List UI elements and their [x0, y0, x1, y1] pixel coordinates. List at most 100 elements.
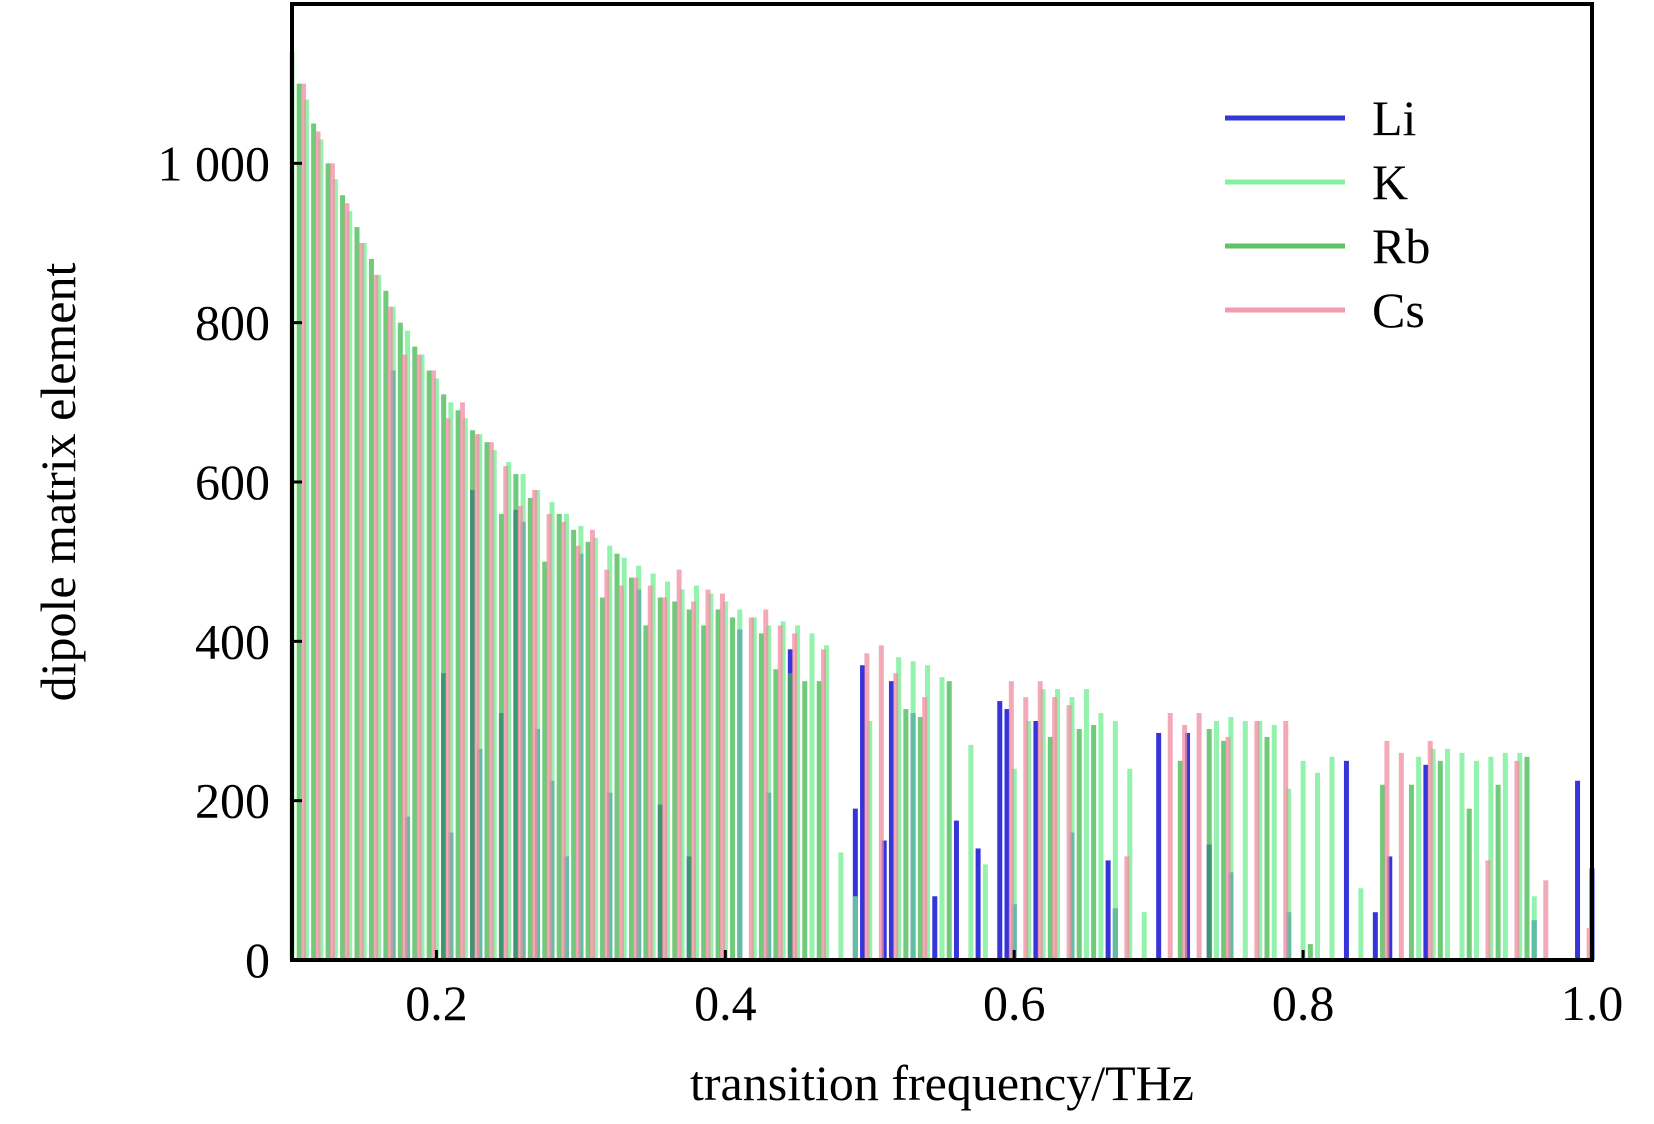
bar-li-43 — [1423, 764, 1429, 960]
bar-k-10 — [433, 378, 439, 960]
series-k — [289, 51, 1537, 961]
bar-rb-30 — [730, 617, 736, 960]
bar-k-67 — [1416, 756, 1422, 960]
bar-rb-5 — [368, 258, 374, 960]
bar-k-71 — [1473, 760, 1479, 960]
bar-li-28 — [997, 701, 1003, 960]
bar-k-54 — [1112, 721, 1118, 960]
bar-cs-25 — [662, 597, 668, 960]
bar-rb-23 — [628, 577, 634, 960]
bar-k-37 — [823, 645, 829, 960]
x-axis-title: transition frequency/THz — [690, 1055, 1194, 1111]
bar-rb-10 — [441, 394, 447, 960]
bar-cs-43 — [1066, 705, 1072, 960]
y-tick-label: 800 — [195, 295, 270, 351]
bar-cs-42 — [1052, 697, 1058, 960]
bar-k-72 — [1488, 756, 1494, 960]
bar-rb-36 — [903, 709, 909, 960]
bar-cs-36 — [878, 645, 884, 960]
bar-cs-48 — [1225, 736, 1231, 960]
bar-cs-52 — [1398, 752, 1404, 960]
bar-rb-48 — [1408, 784, 1414, 960]
bar-k-17 — [535, 489, 541, 960]
bar-li-35 — [1156, 732, 1162, 960]
bar-k-3 — [332, 179, 338, 960]
bar-rb-45 — [1264, 736, 1270, 960]
bar-k-68 — [1430, 748, 1436, 960]
bar-cs-53 — [1427, 740, 1433, 960]
bar-rb-40 — [1076, 728, 1082, 960]
bar-k-43 — [925, 665, 931, 960]
bar-rb-27 — [686, 609, 692, 960]
bar-cs-38 — [922, 697, 928, 960]
bar-cs-16 — [532, 489, 538, 960]
bar-k-42 — [910, 661, 916, 960]
bar-rb-9 — [426, 370, 432, 960]
bar-k-18 — [549, 501, 555, 960]
bar-cs-46 — [1182, 724, 1188, 960]
bar-rb-8 — [412, 346, 418, 961]
bar-k-23 — [621, 557, 627, 960]
x-tick-label: 1.0 — [1561, 975, 1624, 1031]
bar-k-64 — [1315, 772, 1321, 960]
bar-k-44 — [939, 677, 945, 960]
bar-cs-32 — [777, 625, 783, 960]
bar-cs-51 — [1384, 740, 1390, 960]
bar-cs-27 — [691, 601, 697, 960]
bar-rb-31 — [758, 633, 764, 960]
bar-cs-3 — [344, 203, 350, 960]
bar-cs-5 — [373, 274, 379, 960]
y-tick-label: 600 — [195, 454, 270, 510]
bar-k-69 — [1445, 748, 1451, 960]
y-tick-label: 400 — [195, 613, 270, 669]
bar-k-53 — [1098, 713, 1104, 960]
bar-k-55 — [1127, 768, 1133, 960]
y-tick-label: 0 — [245, 932, 270, 988]
bar-li-41 — [1372, 912, 1378, 960]
bar-cs-29 — [719, 593, 725, 960]
bar-k-35 — [795, 625, 801, 960]
bar-li-45 — [1575, 780, 1581, 960]
bar-cs-47 — [1196, 713, 1202, 960]
bar-cs-18 — [561, 521, 567, 960]
bar-rb-49 — [1437, 760, 1443, 960]
bar-k-45 — [968, 744, 974, 960]
legend-label-li: Li — [1372, 90, 1416, 146]
bar-k-59 — [1242, 721, 1248, 960]
bar-k-15 — [506, 462, 512, 960]
bar-k-7 — [390, 306, 396, 960]
bar-cs-21 — [604, 569, 610, 960]
ticks-layer: 0 200 400 600 800 1 000 0.2 0.4 0.6 0.8 1.0 — [158, 135, 1624, 1031]
y-axis-title: dipole matrix element — [30, 263, 86, 702]
bar-rb-34 — [802, 681, 808, 960]
bar-rb-13 — [484, 442, 490, 961]
bar-k-24 — [636, 565, 642, 960]
bar-k-28 — [693, 585, 699, 960]
bar-cs-2 — [329, 163, 335, 961]
bar-li-27 — [975, 848, 981, 960]
bar-k-38 — [838, 852, 844, 960]
bar-cs-24 — [647, 585, 653, 960]
bar-k-21 — [592, 537, 598, 960]
bar-cs-0 — [301, 83, 307, 960]
y-tick-label: 1 000 — [158, 135, 271, 191]
bar-k-75 — [1531, 896, 1537, 960]
bar-cs-9 — [431, 370, 437, 960]
bar-rb-43 — [1206, 728, 1212, 960]
bar-cs-54 — [1485, 860, 1491, 960]
bar-k-58 — [1228, 717, 1234, 960]
bar-k-31 — [737, 609, 743, 960]
bar-cs-45 — [1167, 713, 1173, 960]
bar-rb-21 — [600, 597, 606, 960]
bar-cs-7 — [402, 354, 408, 960]
bar-rb-15 — [513, 474, 519, 960]
bar-cs-41 — [1037, 681, 1043, 960]
bar-rb-44 — [1221, 740, 1227, 960]
bar-cs-26 — [676, 569, 682, 960]
bar-rb-20 — [585, 541, 591, 960]
bar-rb-26 — [672, 601, 678, 960]
bar-k-48 — [1026, 721, 1032, 960]
bar-rb-46 — [1307, 944, 1313, 960]
legend-label-k: K — [1372, 154, 1408, 210]
